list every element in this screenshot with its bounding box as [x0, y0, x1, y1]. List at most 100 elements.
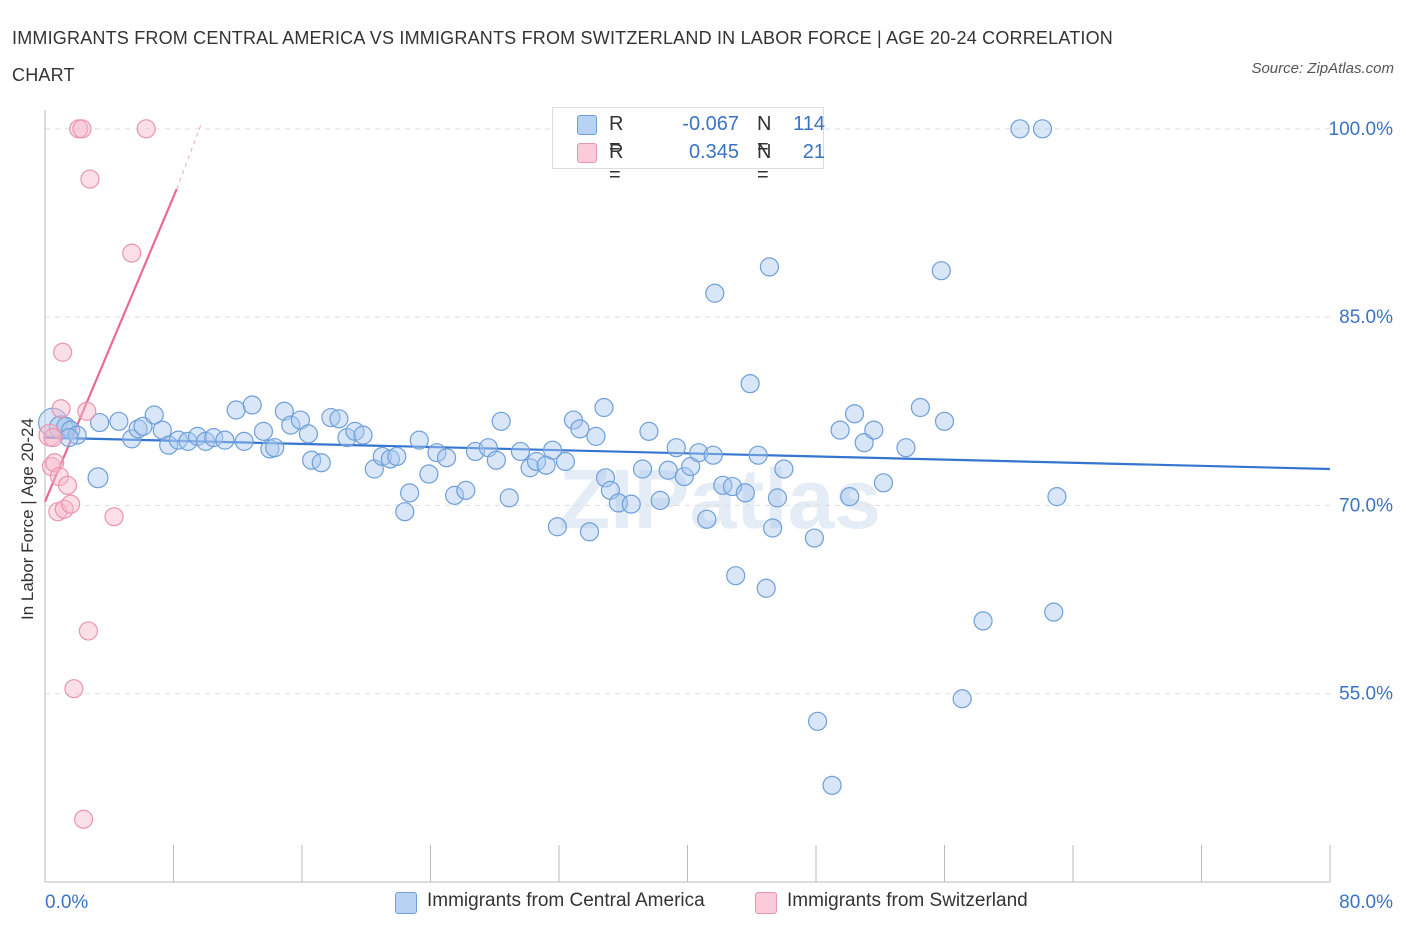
central-america-point [822, 775, 842, 795]
y-axis-label: In Labor Force | Age 20-24 [18, 418, 37, 620]
central-america-point [87, 467, 109, 489]
r-label: R = [609, 141, 624, 186]
switzerland-point [41, 456, 62, 477]
switzerland-point [73, 809, 94, 829]
central-america-point [740, 374, 760, 394]
central-america-point [570, 419, 590, 439]
central-america-point [427, 443, 447, 463]
central-america-point [486, 450, 506, 470]
central-america-point [726, 566, 746, 586]
central-america-point [594, 397, 614, 418]
switzerland-point [136, 119, 156, 139]
n-value: 114 [793, 113, 825, 135]
central-america-point [311, 453, 331, 473]
central-america-point [658, 460, 678, 480]
central-america-point [159, 435, 179, 455]
switzerland-point [78, 621, 98, 641]
central-america-point [756, 578, 776, 598]
central-america-point [59, 428, 79, 448]
central-america-point [759, 257, 780, 277]
r-value: 0.345 [688, 141, 739, 163]
switzerland-point [61, 494, 81, 514]
central-america-point [674, 466, 694, 487]
central-america-point [910, 397, 931, 418]
switzerland-point [51, 399, 71, 419]
central-america-point [763, 518, 783, 538]
switzerland-point [57, 475, 78, 495]
central-america-point [436, 448, 457, 468]
central-america-point [215, 430, 235, 450]
central-america-point [242, 395, 262, 415]
central-america-point [748, 445, 768, 465]
switzerland-point [80, 169, 100, 189]
central-america-point [808, 711, 828, 731]
central-america-point [934, 411, 955, 431]
central-america-point [253, 421, 274, 441]
central-america-point [735, 483, 755, 503]
central-america-point [840, 487, 860, 507]
n-value: 21 [802, 141, 825, 163]
switzerland-point [77, 401, 97, 421]
switzerland-point [72, 119, 92, 139]
central-america-point [226, 400, 246, 420]
central-america-point [547, 517, 567, 537]
central-america-point [499, 488, 519, 508]
y-tick-label: 100.0% [1329, 119, 1394, 140]
central-america-point [767, 488, 788, 508]
central-america-point [689, 443, 709, 463]
trend-lines [43, 124, 1331, 503]
central-america-point [67, 425, 87, 445]
central-america-point [632, 459, 653, 479]
tick-labels: 55.0% 70.0% 85.0% 100.0% 0.0% 80.0% [45, 119, 1393, 913]
y-tick-label: 70.0% [1339, 495, 1393, 516]
axes [44, 110, 1331, 883]
central-america-point [144, 405, 164, 425]
data-points [38, 119, 1067, 829]
central-america-point [542, 440, 563, 460]
central-america-point [595, 468, 616, 488]
central-america-point [409, 430, 429, 450]
central-america-point [204, 428, 224, 448]
central-america-point [705, 283, 725, 303]
chart-title: IMMIGRANTS FROM CENTRAL AMERICA VS IMMIG… [12, 28, 1114, 85]
central-america-point [419, 464, 439, 484]
central-america-point [298, 424, 319, 444]
central-america-point [1010, 119, 1030, 139]
switzerland-trend-line [43, 188, 178, 503]
central-america-point [666, 438, 686, 458]
central-america-point [639, 421, 659, 441]
central-america-trend-line [44, 436, 1331, 471]
central-america-point [703, 445, 723, 465]
central-america-point [109, 411, 129, 431]
source-label: Source: ZipAtlas.com [1251, 60, 1394, 77]
central-america-point [804, 528, 824, 548]
central-america-point [444, 485, 465, 505]
r-value: -0.067 [682, 113, 739, 135]
central-america-point [952, 689, 972, 709]
central-america-point [586, 426, 606, 446]
central-america-point [526, 451, 547, 472]
central-america-point [873, 473, 894, 493]
legend-label: Immigrants from Central America [427, 890, 705, 911]
x-tick-label: 80.0% [1339, 892, 1393, 913]
central-america-point [456, 480, 476, 500]
r-label: R = [609, 113, 624, 158]
legend-label: Immigrants from Switzerland [787, 890, 1028, 911]
central-america-point [510, 441, 531, 462]
central-america-point [844, 404, 865, 424]
central-america-point [1047, 487, 1067, 507]
central-america-point [465, 441, 486, 462]
central-america-point [265, 438, 285, 458]
central-america-point [400, 483, 420, 503]
central-america-point [774, 459, 794, 479]
central-america-point [122, 429, 142, 449]
n-label: N = [757, 113, 772, 158]
central-america-point [90, 412, 110, 433]
switzerland-point [54, 499, 74, 519]
central-america-point [621, 494, 641, 514]
central-america-point [896, 438, 916, 458]
switzerland-trend-extension [176, 124, 202, 190]
central-america-point [579, 522, 600, 542]
central-america-point [1044, 602, 1064, 622]
